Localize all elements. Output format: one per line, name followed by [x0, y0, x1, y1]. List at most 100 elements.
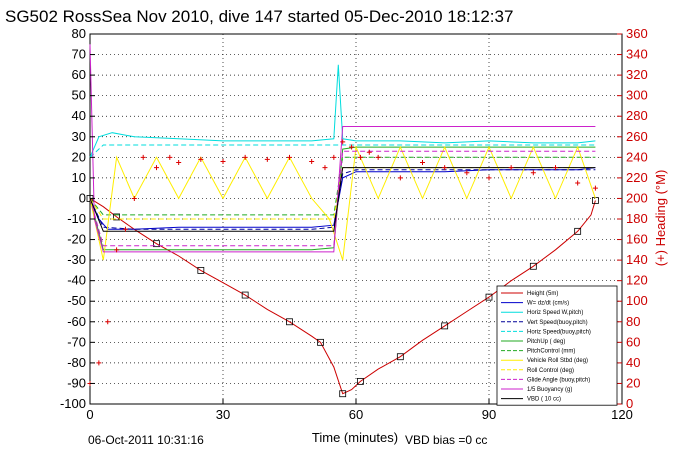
heading-point	[309, 158, 315, 164]
y-tick-label: -90	[67, 375, 86, 390]
heading-point	[96, 360, 102, 366]
heading-point	[349, 144, 355, 150]
y-tick-label: 30	[72, 129, 86, 144]
y-right-tick-label: 220	[626, 170, 648, 185]
y-tick-label: 60	[72, 67, 86, 82]
heading-point	[176, 159, 182, 165]
y-right-tick-label: 120	[626, 273, 648, 288]
y-right-tick-label: 340	[626, 47, 648, 62]
heading-point	[486, 175, 492, 181]
heading-point	[508, 165, 514, 171]
legend-entry: PitchControl (mm)	[527, 349, 575, 355]
y-right-tick-label: 60	[626, 334, 640, 349]
y-tick-label: 50	[72, 88, 86, 103]
y-tick-label: -80	[67, 355, 86, 370]
x-axis: 0 30 60 90 120	[86, 399, 633, 422]
legend-entry: PitchUp ( deg)	[527, 339, 565, 345]
heading-point	[140, 154, 146, 160]
y-right-tick-label: 320	[626, 67, 648, 82]
heading-point	[575, 180, 581, 186]
y-right-tick-label: 140	[626, 252, 648, 267]
legend-entry: Horiz Speed(buoy,pitch)	[527, 329, 591, 335]
heading-point	[264, 156, 270, 162]
depth-marker	[339, 390, 347, 398]
y-tick-label: -60	[67, 314, 86, 329]
heading-point	[167, 154, 173, 160]
heading-point	[105, 319, 111, 325]
depth-marker	[396, 353, 404, 361]
y-right-tick-label: 360	[626, 26, 648, 41]
legend-entry: 1/5 Buoyancy (g)	[527, 387, 572, 393]
legend-entry: W= dz/dt (cm/s)	[527, 301, 569, 307]
heading-point	[220, 158, 226, 164]
y-axis-right-label: (+) Heading (°M)	[653, 170, 668, 267]
heading-point	[397, 175, 403, 181]
y-tick-label: -10	[67, 211, 86, 226]
y-right-tick-label: 240	[626, 149, 648, 164]
x-tick-label: 0	[86, 407, 93, 422]
depth-marker	[357, 377, 364, 385]
heading-point	[340, 139, 346, 145]
legend-entry: Height (5m)	[527, 291, 558, 297]
legend-box	[496, 285, 618, 406]
legend-entry: Glide Angle (buoy,pitch)	[527, 377, 590, 383]
heading-point	[592, 185, 598, 191]
series-line	[89, 145, 596, 261]
series-line	[89, 64, 596, 158]
chart-title: SG502 RossSea Nov 2010, dive 147 started…	[5, 7, 513, 26]
heading-point	[287, 154, 292, 160]
y-axis-right: 3603403203002802602402202001801601401201…	[617, 26, 648, 411]
heading-point	[331, 154, 337, 160]
y-tick-label: -100	[60, 396, 86, 411]
heading-point	[442, 165, 448, 171]
x-tick-label: 90	[482, 407, 496, 422]
y-right-tick-label: 100	[626, 293, 648, 308]
depth-marker	[529, 262, 537, 270]
depth-marker	[153, 240, 160, 248]
y-tick-label: -50	[67, 293, 86, 308]
depth-marker	[574, 227, 582, 235]
heading-point	[154, 165, 159, 171]
y-tick-label: 80	[72, 26, 86, 41]
depth-marker	[197, 266, 205, 274]
depth-marker	[441, 322, 449, 330]
legend-entry: Vert Speed(buoy,pitch)	[527, 320, 588, 326]
x-tick-label: 120	[611, 407, 633, 422]
y-right-tick-label: 200	[626, 190, 648, 205]
heading-point	[357, 154, 363, 160]
heading-point	[198, 156, 204, 162]
y-tick-label: 70	[72, 47, 86, 62]
heading-point	[122, 226, 128, 232]
y-tick-label: -70	[67, 334, 86, 349]
heading-point	[114, 247, 120, 253]
y-tick-label: 0	[79, 190, 86, 205]
y-axis-left: 80 70 60 50 40 30 20 10 0 -10 -20 -30 -40 -50 -60 -70 -8…	[60, 26, 95, 411]
legend-entry: Vehicle Roll Stbd (deg)	[527, 358, 588, 364]
y-tick-label: -20	[67, 232, 86, 247]
x-axis-label: Time (minutes)	[312, 430, 398, 445]
y-right-tick-label: 260	[626, 129, 648, 144]
heading-point	[464, 170, 470, 176]
legend-entry: Horiz Speed W,pitch)	[527, 310, 583, 316]
y-right-tick-label: 40	[626, 355, 640, 370]
heading-point	[366, 149, 372, 155]
series-line	[89, 144, 596, 158]
y-right-tick-label: 160	[626, 232, 648, 247]
y-tick-label: -30	[67, 252, 86, 267]
y-right-tick-label: 20	[626, 375, 640, 390]
heading-point	[131, 195, 137, 201]
y-tick-label: 40	[72, 108, 86, 123]
depth-marker	[241, 291, 249, 299]
depth-marker	[286, 318, 293, 326]
heading-point	[420, 159, 425, 165]
y-right-tick-label: 0	[626, 396, 633, 411]
y-tick-label: -40	[67, 273, 86, 288]
legend: Height (5m) W= dz/dt (cm/s) Horiz Speed W,…	[496, 285, 618, 406]
heading-point	[375, 154, 381, 160]
x-tick-label: 30	[216, 407, 230, 422]
footer-timestamp: 06-Oct-2011 10:31:16	[88, 433, 204, 447]
y-right-tick-label: 300	[626, 88, 648, 103]
heading-point	[242, 154, 248, 160]
series-line	[89, 44, 596, 253]
footer-vbd-bias: VBD bias =0 cc	[405, 433, 487, 447]
